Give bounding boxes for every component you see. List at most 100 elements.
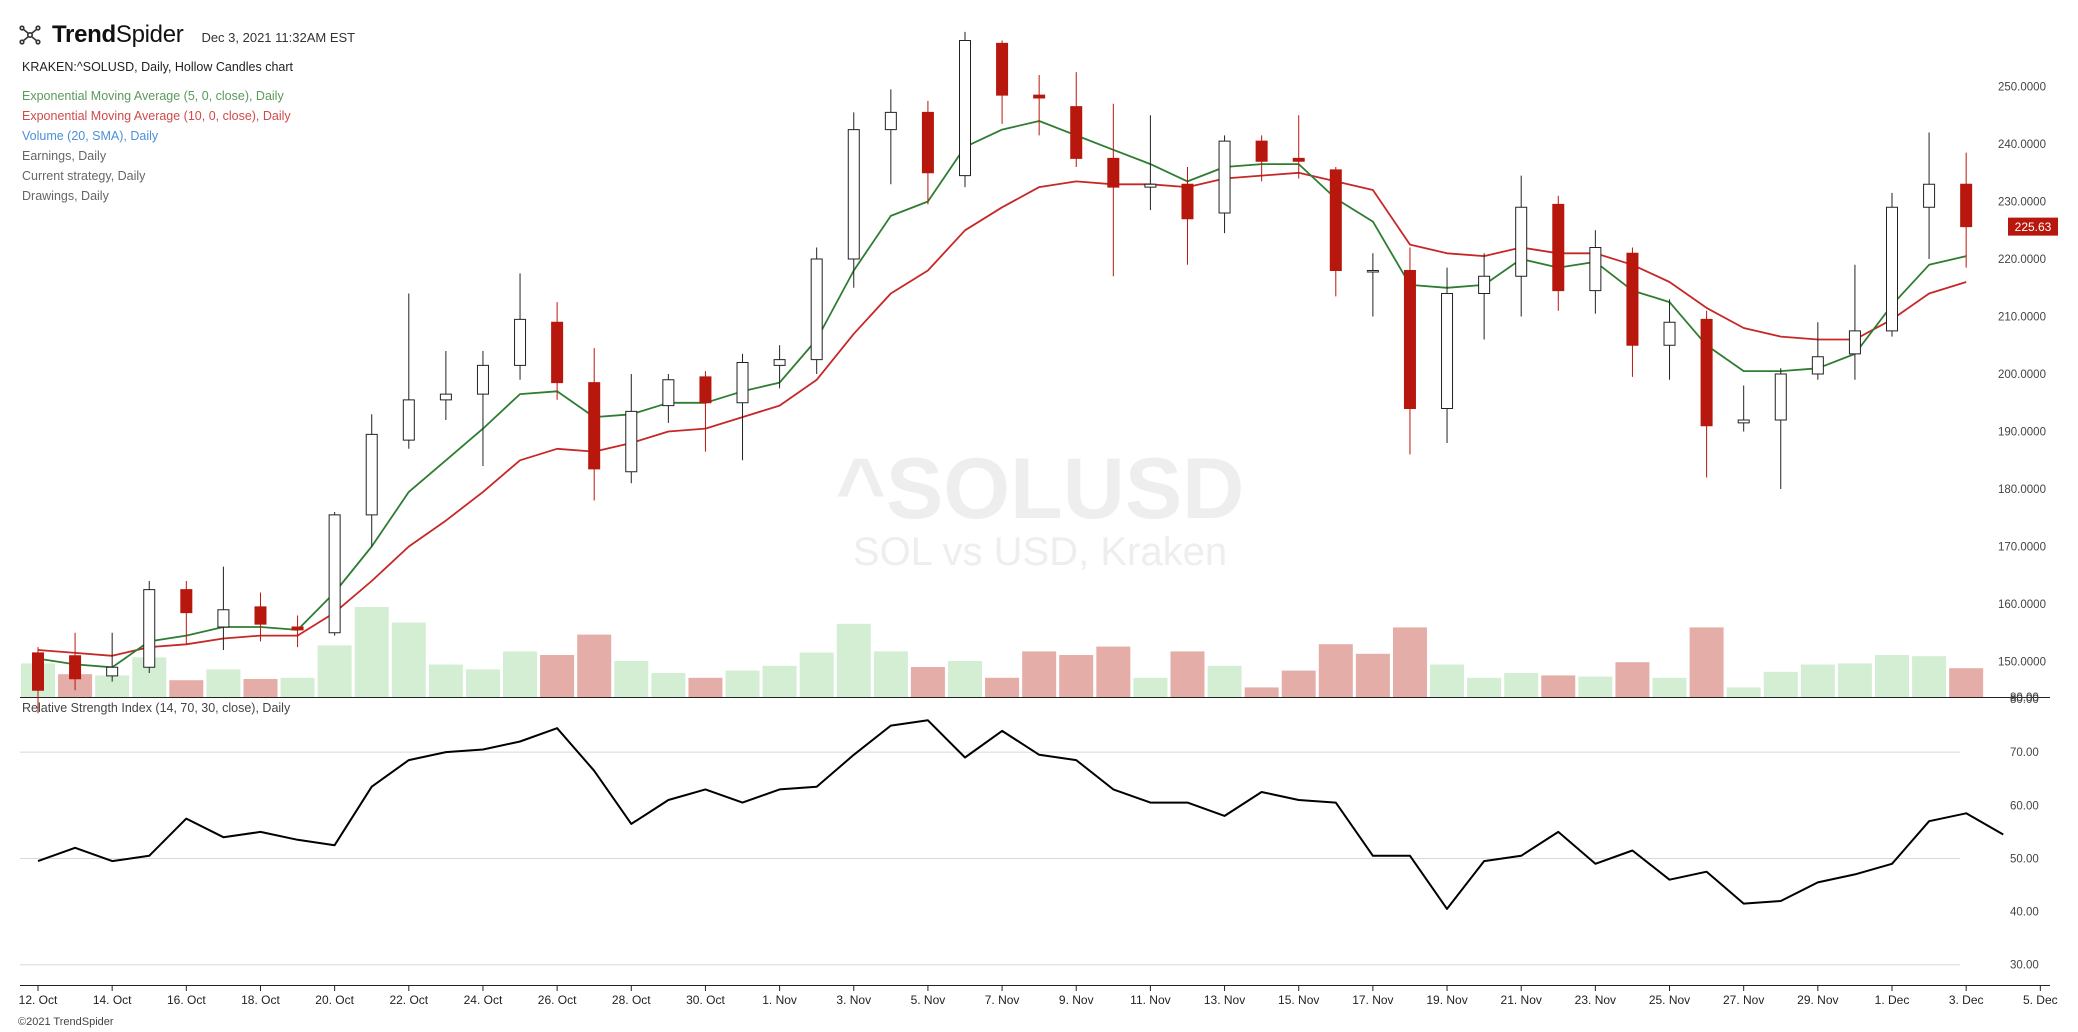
volume-bar [577,634,612,697]
candle-body [514,318,527,366]
candle-body [1033,94,1046,99]
timestamp: Dec 3, 2021 11:32AM EST [201,29,356,45]
candle-body [1700,318,1713,427]
volume-bar [1096,646,1131,697]
rsi-axis-label: 50.00 [2010,853,2039,865]
rsi-axis-label: 60.00 [2010,800,2039,812]
candle-body [1292,157,1305,162]
candle-body [1329,169,1342,271]
volume-bar [873,651,908,697]
x-axis-label: 28. Oct [612,993,651,1007]
volume-bar [762,665,797,697]
candle-body [1960,183,1973,228]
x-axis-label: 27. Nov [1723,993,1764,1007]
candle-body [1923,183,1936,208]
volume-bar [1392,627,1427,697]
x-axis-label: 23. Nov [1575,993,1616,1007]
volume-bar [1652,677,1687,697]
x-axis-label: 9. Nov [1059,993,1094,1007]
candle-body [662,379,675,407]
volume-bar [1541,675,1576,697]
volume-bar [948,661,982,697]
volume-bar [354,607,389,697]
volume-bar [503,651,538,697]
volume-bar [1912,656,1947,697]
volume-bar [725,670,760,697]
watermark-subtitle: SOL vs USD, Kraken [852,530,1228,574]
x-axis-label: 3. Nov [836,993,871,1007]
candle-body [847,129,860,260]
candle-body [32,652,44,691]
x-axis-label: 20. Oct [315,993,354,1007]
candle-body [1515,206,1528,277]
candle-body [810,258,823,361]
volume-bar [1318,644,1353,697]
rsi-legend[interactable]: Relative Strength Index (14, 70, 30, clo… [22,701,291,715]
legend-ema-5[interactable]: Exponential Moving Average (5, 0, close)… [22,89,284,103]
rsi-axis-label: 30.00 [2010,960,2039,972]
volume-bar [428,664,463,697]
volume-bar [614,661,649,697]
candle-body [1107,157,1120,188]
volume-bar [317,645,352,697]
price-axis-label: 200.0000 [1998,369,2046,381]
volume-bar [1467,677,1502,697]
brand-name-bold: Trend [52,21,116,48]
volume-bar [1726,687,1761,697]
volume-bar [1615,662,1650,697]
last-price-label: 225.63 [2015,220,2052,234]
volume-bar [1504,673,1539,697]
legend-ema-10[interactable]: Exponential Moving Average (10, 0, close… [22,109,291,123]
x-axis-label: 25. Nov [1649,993,1690,1007]
header: TrendSpider Dec 3, 2021 11:32AM EST [18,20,355,50]
x-axis-label: 14. Oct [93,993,132,1007]
axis-labels: 250.0000 240.0000 230.0000 220.0000 210.0000… [19,82,2058,1007]
x-axis-label: 1. Nov [762,993,797,1007]
candle-body [1552,203,1565,292]
trendspider-logo-icon[interactable] [18,23,42,47]
volume-bar [391,622,426,697]
candle-body [1737,419,1750,424]
x-axis-label: 1. Dec [1875,993,1910,1007]
candle-body [551,321,564,384]
candle-body [1589,247,1602,292]
candle-body [699,376,712,404]
volume-bar [169,680,204,697]
x-axis-label: 15. Nov [1278,993,1319,1007]
price-axis-label: 250.0000 [1998,82,2046,94]
legend-drawings[interactable]: Drawings, Daily [22,189,109,203]
price-axis-label: 150.0000 [1998,657,2046,669]
volume-bar [1875,655,1909,697]
brand-name[interactable]: TrendSpider [52,21,184,49]
legend-current-strategy[interactable]: Current strategy, Daily [22,169,146,183]
legend-volume[interactable]: Volume (20, SMA), Daily [22,129,159,143]
x-axis-label: 5. Dec [2023,993,2058,1007]
x-axis-label: 7. Nov [985,993,1020,1007]
candle-body [959,40,971,177]
rsi-line [37,719,2004,910]
price-axis-label: 160.0000 [1998,599,2046,611]
candle-body [1366,270,1379,273]
price-axis-label: 180.0000 [1998,484,2046,496]
price-axis-label: 210.0000 [1998,312,2046,324]
candle-body [1478,275,1491,294]
ema-5-line [37,120,1967,669]
x-axis-label: 12. Oct [19,993,58,1007]
x-axis-label: 22. Oct [389,993,428,1007]
volume-bar [651,673,686,697]
volume-bar [1689,627,1724,697]
legend-earnings[interactable]: Earnings, Daily [22,149,107,163]
candlesticks [32,31,1973,714]
candle-body [69,655,82,680]
grid-lines [20,697,2050,986]
candle-body [365,433,378,516]
x-axis-label: 19. Nov [1426,993,1467,1007]
candle-body [328,514,341,634]
candle-body [996,42,1009,96]
x-axis-label: 13. Nov [1204,993,1245,1007]
indicator-legend: Exponential Moving Average (5, 0, close)… [22,86,291,206]
volume-axis-label: 80.00 [2010,692,2039,704]
x-axis-label: 17. Nov [1352,993,1393,1007]
candle-body [254,606,267,625]
